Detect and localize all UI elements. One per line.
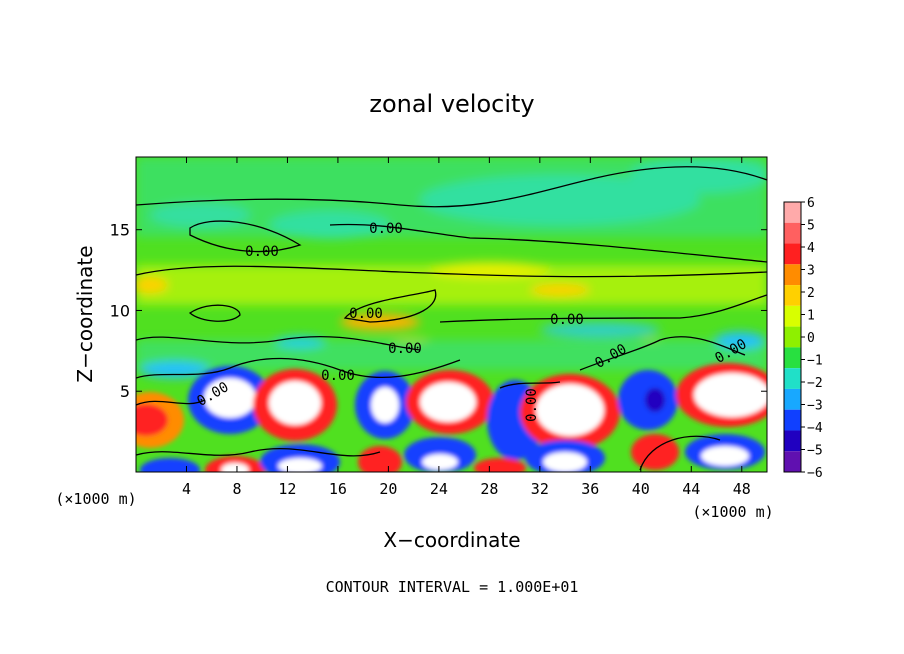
x-axis-title: X−coordinate: [383, 528, 520, 552]
y-tick-label: 5: [120, 382, 130, 401]
x-axis-ticks: 4 8 12 16 20 24 28 32 36 40 44 48: [182, 157, 751, 498]
x-tick-label: 40: [632, 480, 650, 498]
contour-label: 0.00: [349, 306, 383, 322]
colorbar-label: 0: [807, 331, 815, 346]
colorbar-swatch: [784, 305, 801, 327]
colorbar-swatch: [784, 243, 801, 265]
colorbar-label: 5: [807, 219, 815, 234]
contour-label: 0.00: [369, 221, 403, 237]
colorbar-label: 1: [807, 309, 815, 324]
y-tick-label: 10: [110, 301, 130, 320]
y-tick-label: 15: [110, 221, 130, 240]
x-tick-label: 44: [682, 480, 700, 498]
zero-contours: [136, 166, 767, 471]
colorbar-swatch: [784, 388, 801, 410]
x-tick-label: 20: [379, 480, 397, 498]
colorbar-swatch: [784, 285, 801, 306]
colorbar-label: 2: [807, 286, 815, 301]
velocity-field: 0.00 0.00 0.00 0.00 0.00 0.00 0.00 0.00 …: [136, 157, 767, 472]
x-tick-label: 8: [232, 480, 241, 498]
x-tick-label: 48: [733, 480, 751, 498]
colorbar-swatch: [784, 222, 801, 244]
contour-label: 0.00: [245, 244, 279, 260]
colorbar-swatch: [784, 326, 801, 348]
colorbar-label: −5: [807, 444, 823, 459]
colorbar-swatch: [784, 409, 801, 431]
x-tick-label: 32: [531, 480, 549, 498]
contour-label: 0.00: [524, 388, 540, 422]
colorbar-swatch: [784, 430, 801, 452]
x-tick-label: 36: [581, 480, 599, 498]
contour-interval-note: CONTOUR INTERVAL = 1.000E+01: [326, 578, 579, 596]
y-axis-ticks: 5 10 15: [110, 221, 767, 401]
contour-label: 0.00: [550, 312, 584, 328]
colorbar-label: 6: [807, 196, 815, 211]
plot-frame: [135, 156, 768, 473]
y-axis-title: Z−coordinate: [73, 245, 97, 382]
colorbar-label: −2: [807, 376, 823, 391]
x-tick-label: 4: [182, 480, 191, 498]
colorbar-swatch: [784, 264, 801, 286]
x-tick-label: 24: [430, 480, 448, 498]
chart-title: zonal velocity: [369, 90, 534, 118]
colorbar-label: 3: [807, 264, 815, 279]
x-tick-label: 12: [278, 480, 296, 498]
colorbar: 6 5 4 3 2 1 0 −1 −2 −3 −4 −5 −6: [783, 196, 823, 481]
colorbar-label: −6: [807, 466, 823, 481]
x-unit-left: (×1000 m): [55, 490, 136, 508]
contour-label: 0.00: [321, 368, 355, 384]
x-tick-label: 16: [329, 480, 347, 498]
colorbar-swatch: [784, 451, 801, 472]
colorbar-label: −1: [807, 354, 823, 369]
x-unit-right: (×1000 m): [692, 503, 773, 521]
colorbar-label: −4: [807, 421, 823, 436]
colorbar-swatch: [784, 202, 801, 223]
colorbar-swatch: [784, 368, 801, 389]
colorbar-label: 4: [807, 241, 815, 256]
contour-label: 0.00: [388, 341, 422, 357]
colorbar-label: −3: [807, 399, 823, 414]
x-tick-label: 28: [480, 480, 498, 498]
colorbar-swatch: [784, 347, 801, 369]
